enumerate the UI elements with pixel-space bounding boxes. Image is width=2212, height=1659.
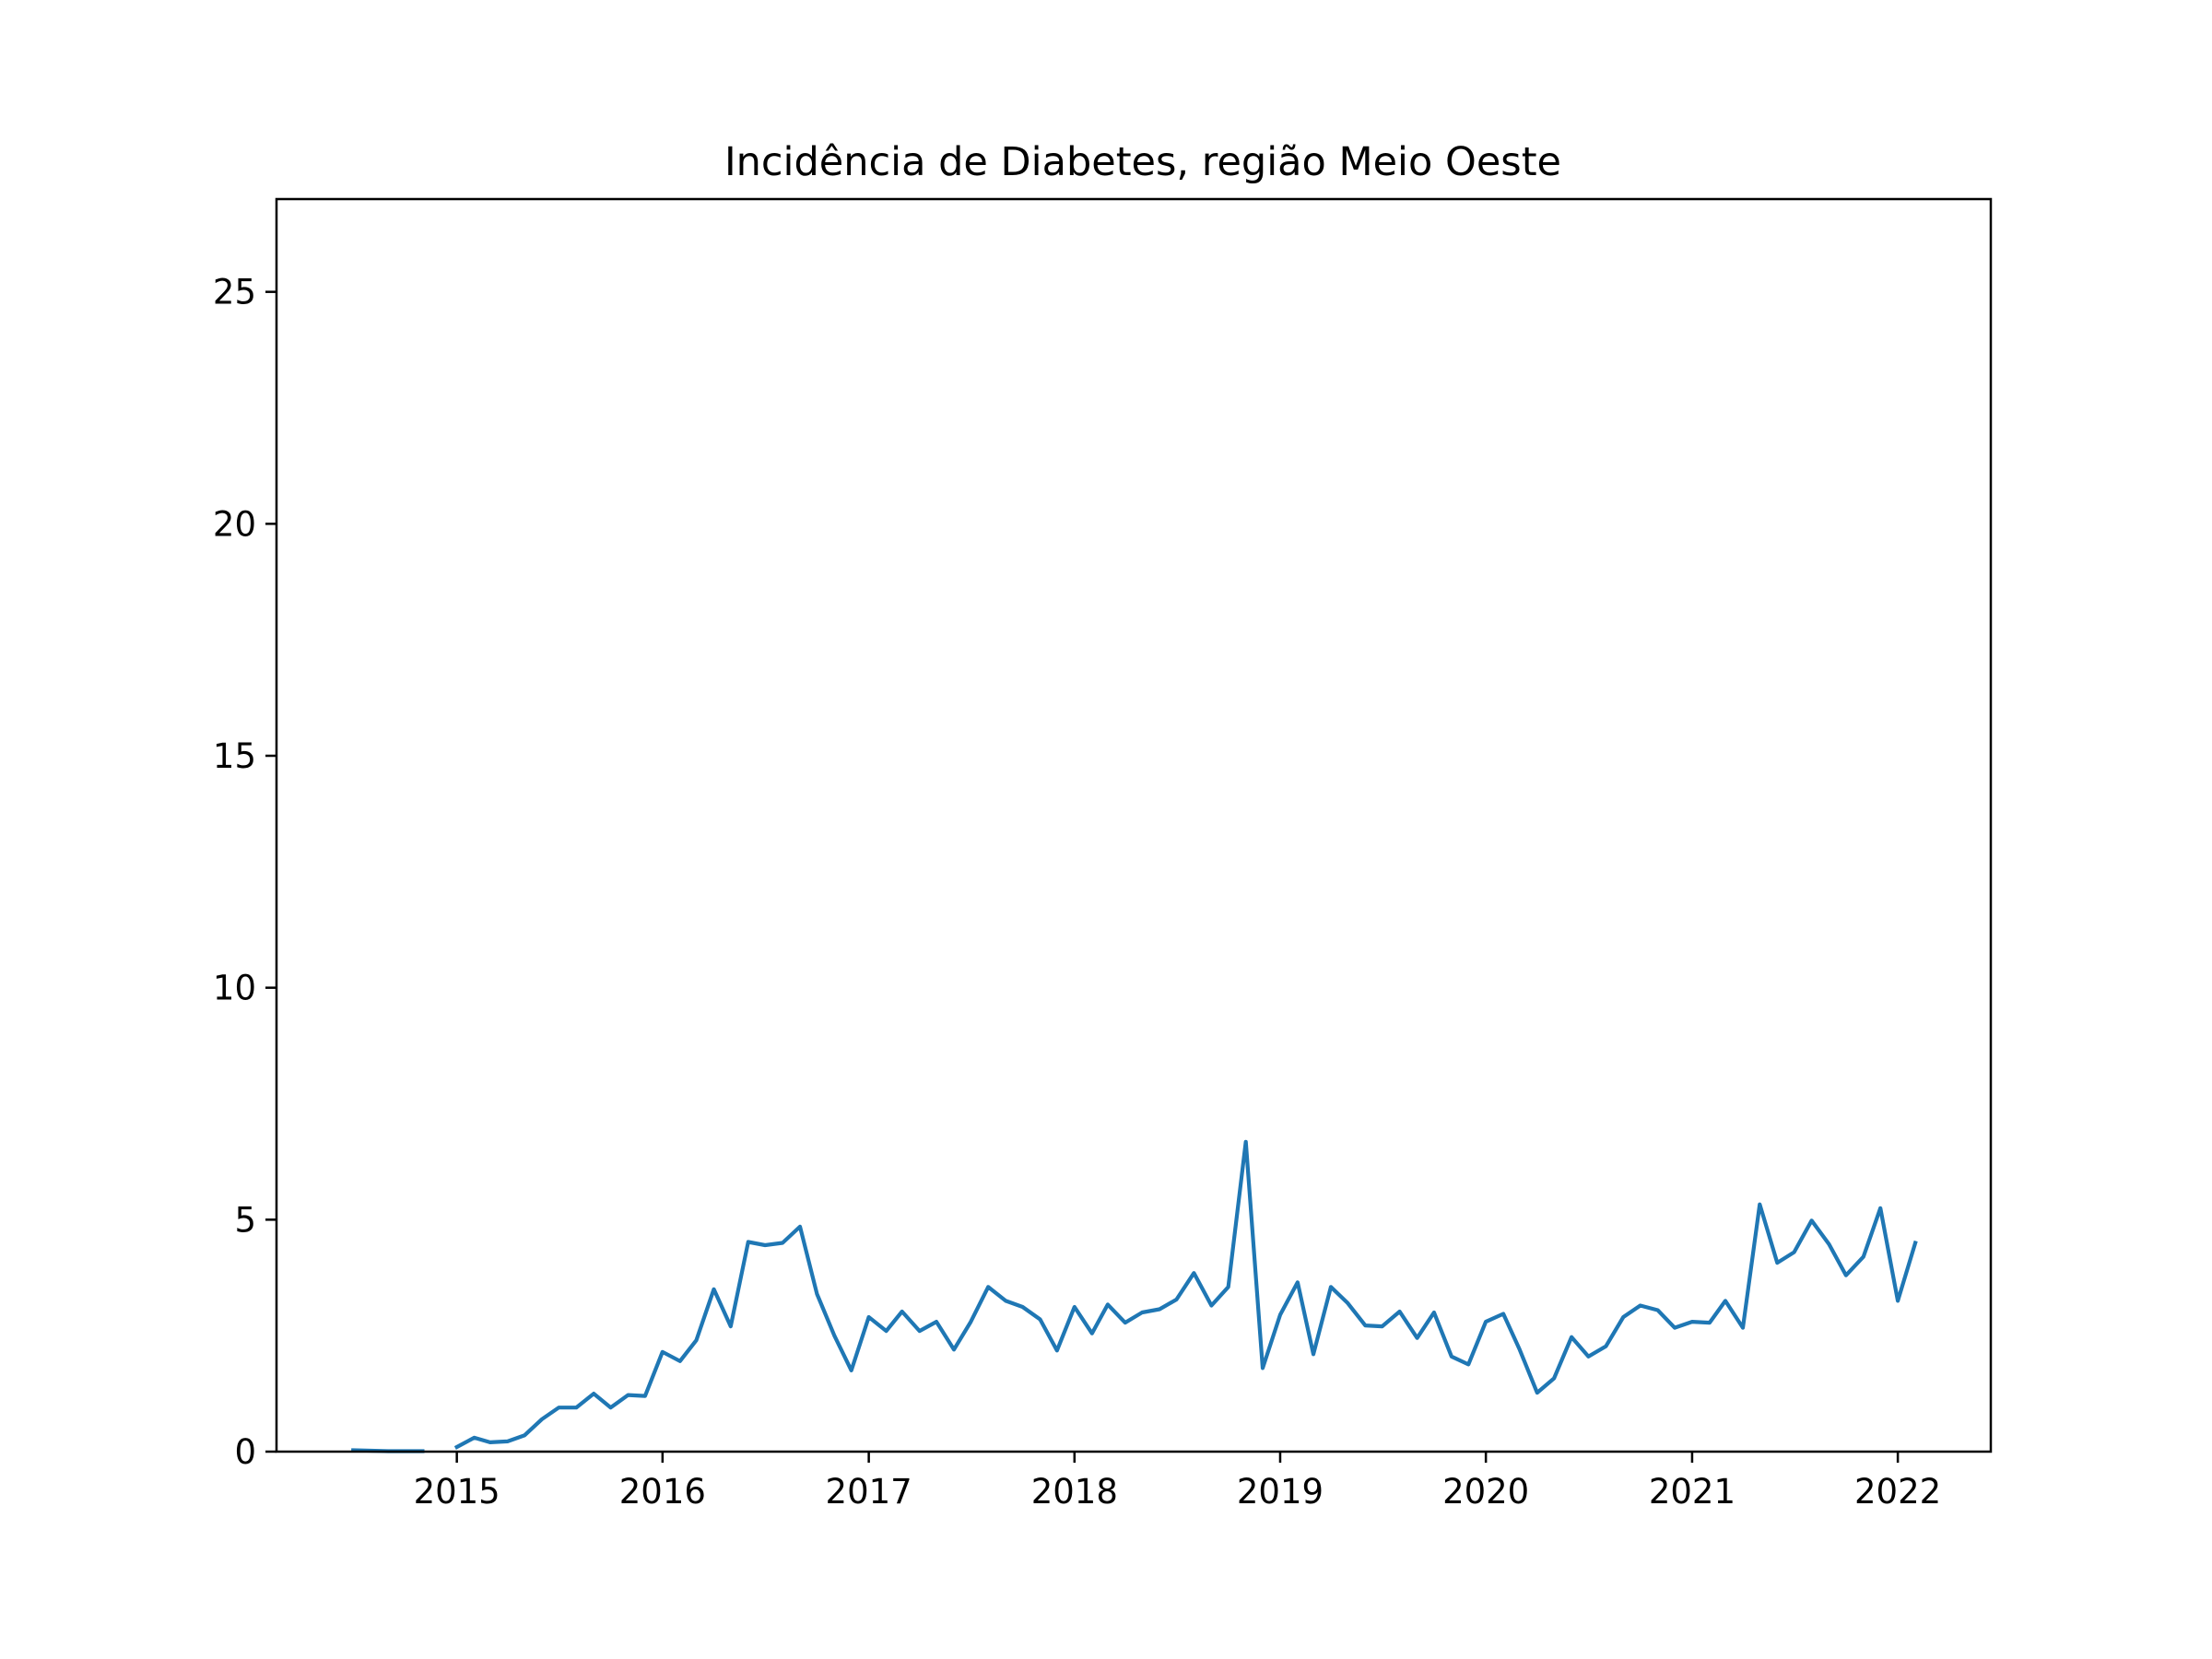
y-tick-label: 0 bbox=[234, 1432, 256, 1472]
y-tick-label: 20 bbox=[213, 504, 256, 544]
chart-title: Incidência de Diabetes, região Meio Oest… bbox=[724, 139, 1561, 185]
y-tick-label: 5 bbox=[234, 1200, 256, 1240]
x-tick-label: 2020 bbox=[1442, 1472, 1529, 1512]
x-tick-label: 2021 bbox=[1649, 1472, 1735, 1512]
series-layer bbox=[351, 1139, 1918, 1453]
axes-layer: 0 5 10 15 20 25 2015 2016 2017 2018 2019 2020 2021 20… bbox=[213, 273, 1941, 1512]
x-tick-label: 2017 bbox=[826, 1472, 912, 1512]
series-line-segment bbox=[453, 1139, 1918, 1450]
y-tick-label: 25 bbox=[213, 273, 256, 312]
x-tick-label: 2015 bbox=[414, 1472, 500, 1512]
x-tick-label: 2019 bbox=[1237, 1472, 1324, 1512]
x-tick-label: 2016 bbox=[619, 1472, 706, 1512]
x-tick-label: 2018 bbox=[1031, 1472, 1118, 1512]
y-tick-label: 10 bbox=[213, 969, 256, 1008]
x-tick-label: 2022 bbox=[1854, 1472, 1941, 1512]
y-tick-label: 15 bbox=[213, 736, 256, 776]
plot-frame bbox=[275, 197, 1993, 1453]
